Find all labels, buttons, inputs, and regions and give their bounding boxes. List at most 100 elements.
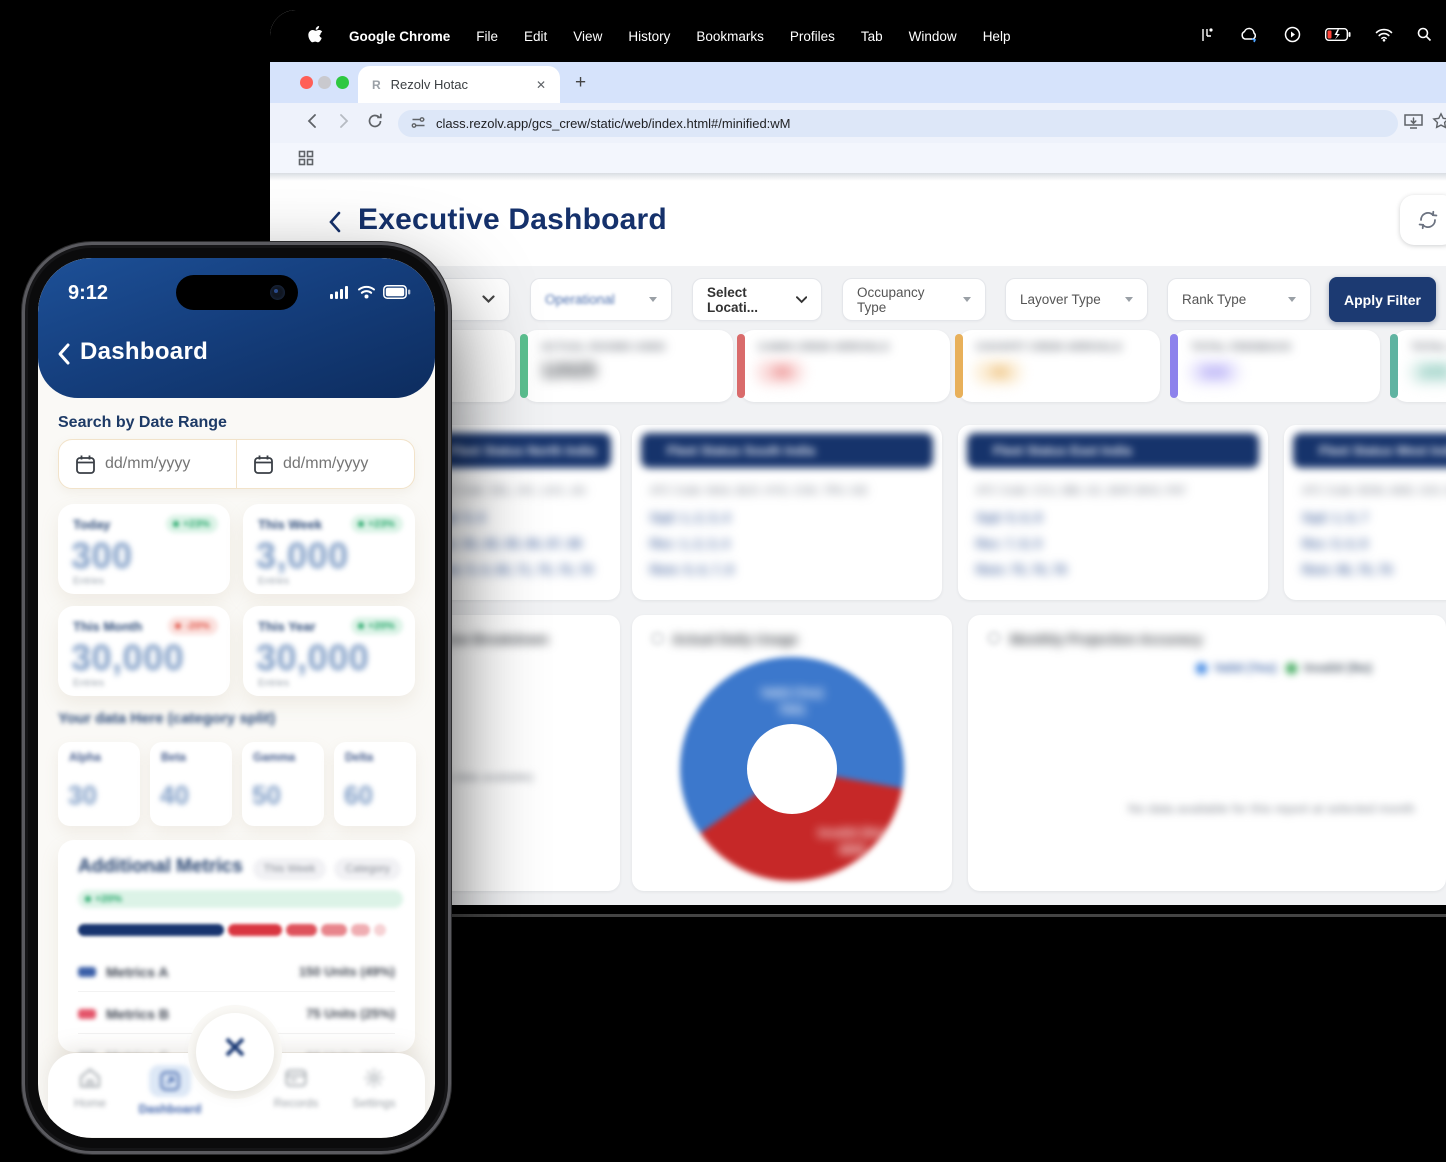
menu-item-file[interactable]: File: [476, 28, 499, 44]
forward-icon[interactable]: [334, 112, 352, 135]
fleet-card-west: Fleet Status West India ATC Code: BOM, A…: [1284, 425, 1446, 600]
browser-tab[interactable]: R Rezolv Hotac ✕: [358, 66, 560, 103]
trend-dot: [175, 623, 182, 629]
settings-gear-icon: [364, 1068, 384, 1088]
tab-favicon: R: [372, 77, 381, 92]
minimize-window-button[interactable]: [318, 76, 331, 89]
category-card-alpha[interactable]: Alpha 30: [58, 742, 140, 826]
site-settings-icon[interactable]: [411, 115, 426, 133]
apply-filter-button[interactable]: Apply Filter: [1329, 277, 1436, 322]
stat-card-this-week[interactable]: This Week +23% 3,000 Entries: [243, 504, 415, 594]
accent-bar: [955, 334, 963, 398]
keyboard-status-icon[interactable]: [1200, 27, 1216, 46]
tab-this-week[interactable]: This Week: [252, 858, 327, 880]
chevron-down-icon: [795, 295, 807, 303]
apps-grid-icon[interactable]: [298, 150, 314, 171]
wifi-icon[interactable]: [1375, 28, 1393, 45]
filter-dropdown-rank[interactable]: Rank Type: [1167, 278, 1311, 321]
front-camera: [269, 285, 285, 300]
nav-item-dashboard[interactable]: Dashboard: [132, 1065, 208, 1116]
url-bar[interactable]: class.rezolv.app/gcs_crew/static/web/ind…: [398, 110, 1398, 137]
donut-hole: [747, 724, 837, 814]
menu-item-view[interactable]: View: [573, 28, 603, 44]
phone-page-title: Dashboard: [80, 338, 209, 365]
browser-toolbar: class.rezolv.app/gcs_crew/static/web/ind…: [270, 103, 1446, 143]
date-to-input[interactable]: [283, 455, 398, 473]
menu-item-profiles[interactable]: Profiles: [789, 28, 835, 44]
menu-item-tab[interactable]: Tab: [860, 28, 883, 44]
sync-cloud-icon[interactable]: [1240, 27, 1260, 46]
filter-dropdown-occupancy[interactable]: Occupancy Type: [842, 278, 986, 321]
fab-logo-icon[interactable]: ✕: [222, 1031, 248, 1065]
cellular-signal-icon: [330, 286, 348, 299]
new-tab-button[interactable]: +: [575, 72, 587, 93]
collapse-icon[interactable]: [652, 633, 663, 644]
accuracy-card: Monthly Projection Accuracy Valid (Yes) …: [968, 615, 1446, 891]
tab-close-icon[interactable]: ✕: [535, 77, 546, 92]
additional-metrics-card: Additional Metrics This Week Category +2…: [58, 840, 415, 1064]
filter-dropdown-layover[interactable]: Layover Type: [1005, 278, 1148, 321]
refresh-button[interactable]: [1400, 195, 1446, 245]
accent-bar: [1170, 334, 1178, 398]
bookmark-star-icon[interactable]: [1432, 112, 1446, 135]
menu-item-edit[interactable]: Edit: [524, 28, 548, 44]
battery-icon: [383, 285, 411, 299]
trend-dot: [357, 623, 364, 629]
date-from-input[interactable]: [105, 455, 220, 473]
nav-item-home[interactable]: Home: [52, 1065, 128, 1110]
stat-card-feedback: TOTAL FEEDBACK 529: [1170, 330, 1380, 402]
battery-icon[interactable]: [1324, 27, 1351, 44]
spotlight-search-icon[interactable]: [1417, 27, 1432, 45]
stat-card-rooms: ACTUAL ROOMS USED 12025: [520, 330, 733, 402]
chevron-down-icon: [963, 297, 971, 302]
play-circle-icon[interactable]: [1284, 26, 1301, 46]
legend-valid[interactable]: Valid (Yes): [1196, 661, 1277, 675]
legend-invalid[interactable]: Invalid (No): [1286, 661, 1372, 675]
nav-item-records[interactable]: Records: [258, 1065, 334, 1110]
swatch-red: [78, 1008, 96, 1019]
status-time: 9:12: [68, 282, 109, 304]
category-card-gamma[interactable]: Gamma 50: [242, 742, 324, 826]
reload-icon[interactable]: [366, 112, 384, 135]
metrics-badge: +20%: [78, 890, 403, 908]
usage-card: Actual Daily Usage Valid (Yes) 7941 Inva…: [632, 615, 952, 891]
stat-card-today[interactable]: Today +23% 300 Entries: [58, 504, 230, 594]
info-icon[interactable]: [988, 632, 1000, 644]
filter-dropdown-location[interactable]: Select Locati...: [692, 278, 822, 321]
menu-item-bookmarks[interactable]: Bookmarks: [696, 28, 764, 44]
category-card-delta[interactable]: Delta 60: [334, 742, 416, 826]
zoom-window-button[interactable]: [336, 76, 349, 89]
category-section-title: Your data Here (category split): [58, 710, 276, 727]
calendar-icon: [76, 455, 95, 474]
category-card-beta[interactable]: Beta 40: [150, 742, 232, 826]
chevron-down-icon: [1125, 297, 1133, 302]
metrics-progress-bar: [78, 924, 395, 936]
date-to-field[interactable]: [236, 440, 414, 488]
accent-bar: [737, 334, 745, 398]
desktop-screen: Google Chrome File Edit View History Boo…: [270, 10, 1446, 905]
page-back-icon[interactable]: [326, 209, 343, 240]
legend-dot-blue: [1196, 662, 1207, 674]
apple-icon[interactable]: [308, 26, 323, 46]
date-from-field[interactable]: [59, 440, 236, 488]
legend-dot-green: [1286, 662, 1297, 674]
menu-app-name[interactable]: Google Chrome: [349, 28, 451, 44]
stat-card-layovers: TOTAL LAYOVERS 678: [1390, 330, 1446, 402]
menu-item-window[interactable]: Window: [908, 28, 957, 44]
back-icon[interactable]: [304, 112, 322, 135]
stat-card-this-year[interactable]: This Year +20% 30,000 Entries: [243, 606, 415, 696]
menu-item-history[interactable]: History: [628, 28, 671, 44]
install-app-icon[interactable]: [1404, 113, 1423, 135]
close-window-button[interactable]: [300, 76, 313, 89]
nav-item-settings[interactable]: Settings: [336, 1065, 412, 1110]
stat-card-this-month[interactable]: This Month -20% 30,000 Entries: [58, 606, 230, 696]
search-date-label: Search by Date Range: [58, 414, 227, 431]
tab-strip: R Rezolv Hotac ✕ +: [270, 62, 1446, 103]
back-chevron-icon[interactable]: [56, 342, 71, 371]
menu-item-help[interactable]: Help: [982, 28, 1011, 44]
metrics-row-a: Metrics A 150 Units (49%): [78, 952, 395, 992]
tab-category[interactable]: Category: [334, 858, 401, 880]
filter-dropdown-operational[interactable]: Operational: [530, 278, 672, 321]
fleet-card-east: Fleet Status East India ATC Code: CCU, B…: [958, 425, 1268, 600]
status-icons: [330, 285, 411, 299]
